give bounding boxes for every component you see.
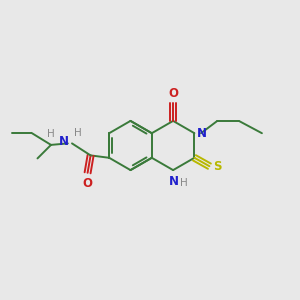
Text: N: N [169,175,179,188]
Text: H: H [47,129,55,139]
Text: N: N [58,135,68,148]
Text: N: N [197,127,207,140]
Text: S: S [214,160,222,173]
Text: H: H [74,128,82,138]
Text: H: H [180,178,188,188]
Text: O: O [168,87,178,100]
Text: O: O [82,177,93,190]
